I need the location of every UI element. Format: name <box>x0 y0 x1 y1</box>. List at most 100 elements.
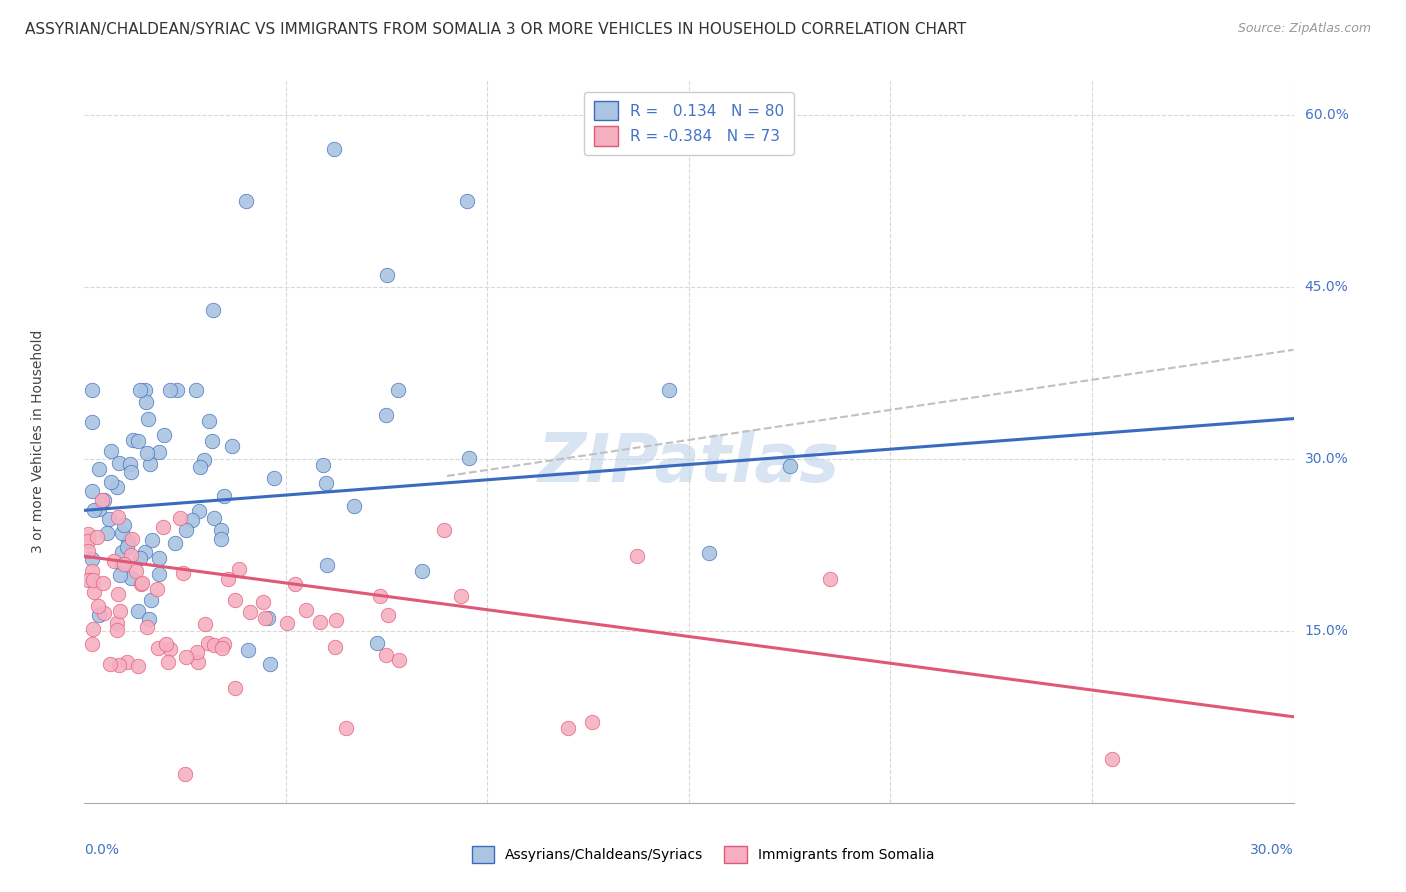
Point <box>148 551 170 566</box>
Point <box>82 383 104 397</box>
Point <box>181 513 204 527</box>
Point <box>188 460 211 475</box>
Point <box>107 658 129 673</box>
Text: ZIPatlas: ZIPatlas <box>538 430 839 496</box>
Point <box>120 465 142 479</box>
Point <box>91 493 114 508</box>
Text: 3 or more Vehicles in Household: 3 or more Vehicles in Household <box>31 330 45 553</box>
Point <box>77 533 100 548</box>
Point <box>127 434 149 448</box>
Point <box>411 564 433 578</box>
Point <box>456 194 478 208</box>
Point <box>1101 752 1123 766</box>
Point <box>193 616 215 631</box>
Point <box>112 518 135 533</box>
Point <box>172 566 194 580</box>
Point <box>658 383 681 397</box>
Point <box>156 655 179 669</box>
Point <box>375 268 398 283</box>
Point <box>139 457 162 471</box>
Point <box>238 643 260 657</box>
Point <box>201 434 224 448</box>
Point <box>818 572 841 586</box>
Point <box>115 655 138 669</box>
Point <box>138 612 160 626</box>
Point <box>557 721 579 735</box>
Point <box>128 550 150 565</box>
Point <box>112 557 135 571</box>
Point <box>129 576 152 591</box>
Point <box>433 523 456 537</box>
Point <box>174 767 197 781</box>
Point <box>110 568 132 582</box>
Point <box>252 595 274 609</box>
Point <box>377 608 399 623</box>
Text: 60.0%: 60.0% <box>1305 108 1348 121</box>
Point <box>450 589 472 603</box>
Point <box>82 552 104 566</box>
Point <box>228 562 250 576</box>
Point <box>125 565 148 579</box>
Point <box>135 395 157 409</box>
Point <box>193 452 215 467</box>
Text: 30.0%: 30.0% <box>1305 451 1348 466</box>
Point <box>82 415 104 429</box>
Point <box>174 523 197 537</box>
Point <box>91 576 114 591</box>
Point <box>86 530 108 544</box>
Point <box>239 605 262 619</box>
Point <box>626 549 648 564</box>
Point <box>136 446 159 460</box>
Point <box>87 599 110 613</box>
Point <box>159 383 181 397</box>
Point <box>105 616 128 631</box>
Text: Source: ZipAtlas.com: Source: ZipAtlas.com <box>1237 22 1371 36</box>
Point <box>294 603 316 617</box>
Point <box>212 489 235 503</box>
Point <box>93 492 115 507</box>
Point <box>335 721 357 735</box>
Point <box>97 512 120 526</box>
Point <box>93 607 115 621</box>
Point <box>224 681 246 695</box>
Point <box>224 593 246 607</box>
Text: 45.0%: 45.0% <box>1305 280 1348 293</box>
Point <box>308 615 330 630</box>
Point <box>107 510 129 524</box>
Point <box>153 428 176 442</box>
Point <box>184 383 207 397</box>
Point <box>211 640 233 655</box>
Point <box>276 616 298 631</box>
Point <box>136 620 159 634</box>
Point <box>148 566 170 581</box>
Point <box>217 572 239 586</box>
Point <box>127 658 149 673</box>
Point <box>202 638 225 652</box>
Point <box>148 641 170 656</box>
Point <box>103 554 125 568</box>
Point <box>134 383 156 397</box>
Point <box>83 503 105 517</box>
Point <box>366 636 388 650</box>
Point <box>80 564 103 578</box>
Point <box>98 657 121 671</box>
Point <box>83 585 105 599</box>
Point <box>110 526 132 541</box>
Point <box>169 510 191 524</box>
Point <box>152 519 174 533</box>
Point <box>96 525 118 540</box>
Point <box>141 533 163 548</box>
Legend: Assyrians/Chaldeans/Syriacs, Immigrants from Somalia: Assyrians/Chaldeans/Syriacs, Immigrants … <box>467 840 939 869</box>
Point <box>77 526 100 541</box>
Point <box>697 546 720 560</box>
Point <box>105 623 128 637</box>
Point <box>111 545 134 559</box>
Point <box>131 576 153 591</box>
Point <box>214 637 236 651</box>
Point <box>163 536 186 550</box>
Point <box>779 458 801 473</box>
Point <box>256 611 278 625</box>
Point <box>387 383 409 397</box>
Point <box>187 504 209 518</box>
Point <box>129 383 152 397</box>
